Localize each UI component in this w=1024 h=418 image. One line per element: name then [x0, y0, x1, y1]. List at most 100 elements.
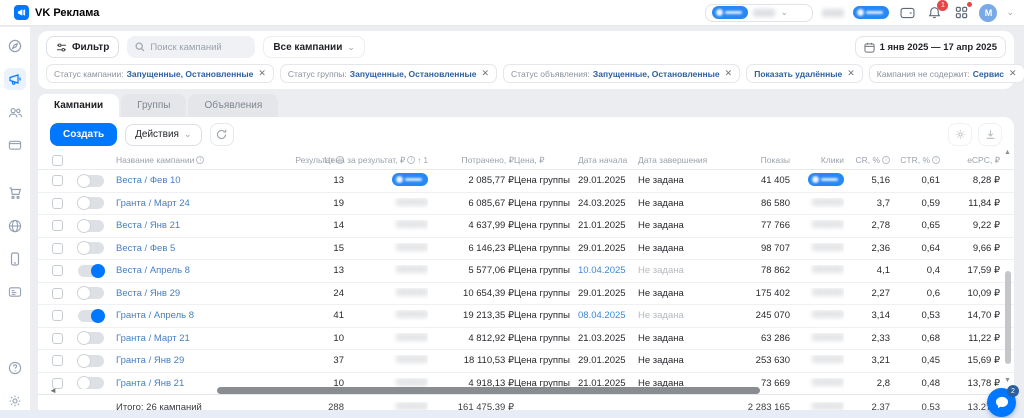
row-checkbox[interactable] — [52, 332, 63, 344]
horizontal-scroll-thumb[interactable] — [217, 387, 760, 394]
notifications-bell-icon[interactable]: 1 — [925, 0, 949, 22]
toggle-knob — [77, 331, 91, 346]
totals-clicks — [790, 402, 844, 413]
actions-dropdown-button[interactable]: Действия ⌄ — [125, 123, 202, 146]
filter-chip[interactable]: Статус кампании: Запущенные, Остановленны… — [46, 64, 274, 83]
table-row: Гранта / Март 21 10 4 812,92 ₽ Цена группы 2… — [38, 328, 1014, 350]
search-box[interactable] — [127, 36, 256, 58]
campaign-name-link[interactable]: Веста / Апрель 8 — [116, 265, 190, 277]
horizontal-scrollbar[interactable]: ◄ ► — [48, 385, 1004, 395]
column-header[interactable]: Цена, ₽ — [514, 155, 578, 166]
row-checkbox[interactable] — [52, 242, 63, 254]
column-header[interactable]: Потрачено, ₽ — [428, 155, 514, 166]
chip-remove-icon[interactable]: ✕ — [1009, 68, 1017, 78]
row-checkbox[interactable] — [52, 377, 63, 389]
support-chat-button[interactable]: 2 — [987, 385, 1019, 417]
campaign-name-link[interactable]: Веста / Янв 29 — [116, 287, 181, 299]
help-icon[interactable] — [4, 357, 26, 379]
table-row: Гранта / Март 24 19 6 085,67 ₽ Цена группы 2… — [38, 193, 1014, 215]
column-header[interactable]: CTR, % i — [890, 155, 940, 165]
campaign-name-link[interactable]: Гранта / Янв 21 — [116, 377, 185, 389]
column-header[interactable]: Цена за результат, ₽ i ↑ 1 — [324, 155, 428, 166]
campaign-toggle[interactable] — [77, 196, 104, 211]
date-range-picker[interactable]: 1 янв 2025 — 17 апр 2025 — [854, 36, 1006, 58]
column-header[interactable]: Дата начала — [578, 155, 638, 165]
chip-remove-icon[interactable]: ✕ — [481, 68, 490, 78]
column-header[interactable]: CR, % i — [844, 155, 890, 165]
price-type-cell: Цена группы — [514, 265, 570, 277]
cr-cell: 4,1 — [876, 265, 890, 277]
chip-remove-icon[interactable]: ✕ — [847, 68, 855, 78]
refresh-icon[interactable] — [209, 123, 234, 146]
wallet-icon[interactable] — [898, 4, 916, 22]
clicks-cell — [790, 377, 844, 389]
chip-remove-icon[interactable]: ✕ — [724, 68, 733, 78]
mobile-apps-phone-icon[interactable] — [4, 248, 26, 270]
scroll-up-arrow-icon[interactable]: ▲ — [1004, 149, 1011, 156]
overview-compass-icon[interactable] — [4, 35, 26, 57]
table-settings-gear-icon[interactable] — [948, 123, 972, 146]
campaign-name-link[interactable]: Гранта / Март 24 — [116, 197, 190, 209]
tab-ads[interactable]: Объявления — [188, 94, 279, 117]
row-checkbox[interactable] — [52, 265, 63, 277]
scroll-down-arrow-icon[interactable]: ▼ — [1004, 377, 1011, 384]
campaigns-filter-select[interactable]: Все кампании ⌄ — [263, 36, 365, 58]
account-select[interactable]: ⌄ — [705, 3, 814, 22]
budget-wallet-icon[interactable] — [4, 134, 26, 156]
row-checkbox[interactable] — [52, 310, 63, 322]
column-header[interactable]: eCPC, ₽ — [940, 155, 1000, 166]
column-header[interactable]: Результат i — [284, 155, 344, 165]
campaign-name-link[interactable]: Веста / Фев 5 — [116, 242, 176, 254]
vertical-scroll-thumb[interactable] — [1004, 270, 1011, 364]
chip-remove-icon[interactable]: ✕ — [258, 68, 266, 78]
hidden-plan-badge[interactable] — [853, 6, 890, 19]
profile-chevron-down-icon[interactable]: ⌄ — [1006, 7, 1014, 17]
row-checkbox[interactable] — [52, 287, 63, 299]
campaign-name-link[interactable]: Гранта / Янв 29 — [116, 355, 185, 367]
row-checkbox[interactable] — [52, 197, 63, 209]
filter-button[interactable]: Фильтр — [46, 36, 120, 58]
campaign-toggle[interactable] — [77, 331, 104, 346]
create-button[interactable]: Создать — [50, 123, 118, 146]
settings-gear-icon[interactable] — [4, 390, 26, 412]
campaign-toggle[interactable] — [78, 263, 105, 278]
filter-chip[interactable]: Кампания не содержит: Сервис ✕ — [868, 64, 1024, 83]
filter-chip[interactable]: Статус группы: Запущенные, Остановленные ✕ — [279, 64, 498, 83]
row-checkbox[interactable] — [52, 355, 63, 367]
column-header[interactable]: Показы — [712, 155, 790, 165]
filter-chip[interactable]: Показать удалённые ✕ — [746, 64, 863, 83]
vertical-scrollbar[interactable]: ▲ ▼ — [1003, 149, 1012, 384]
export-download-icon[interactable] — [978, 123, 1002, 146]
campaign-toggle[interactable] — [77, 173, 104, 188]
audience-users-icon[interactable] — [4, 101, 26, 123]
tab-campaigns[interactable]: Кампании — [38, 94, 120, 117]
redacted-value — [396, 265, 428, 274]
select-all-checkbox[interactable] — [52, 154, 63, 166]
ecommerce-cart-icon[interactable] — [4, 182, 26, 204]
campaign-name-link[interactable]: Гранта / Март 21 — [116, 332, 190, 344]
campaign-toggle[interactable] — [77, 353, 104, 368]
leadforms-card-icon[interactable] — [4, 281, 26, 303]
search-input[interactable] — [150, 41, 248, 53]
column-header[interactable]: Дата завершения — [638, 155, 712, 165]
campaign-toggle[interactable] — [78, 308, 105, 323]
filter-chip[interactable]: Статус объявления: Запущенные, Остановлен… — [503, 64, 741, 83]
scroll-left-arrow-icon[interactable]: ◄ — [49, 385, 57, 395]
row-checkbox[interactable] — [52, 175, 63, 187]
apps-grid-icon[interactable] — [952, 1, 973, 22]
column-header[interactable]: Название кампании i — [116, 155, 284, 165]
campaign-toggle[interactable] — [77, 376, 104, 389]
campaign-name-link[interactable]: Гранта / Апрель 8 — [116, 310, 195, 322]
campaign-name-link[interactable]: Веста / Янв 21 — [116, 220, 181, 232]
campaign-name-link[interactable]: Веста / Фев 10 — [116, 175, 181, 187]
campaign-toggle[interactable] — [77, 218, 104, 233]
brand[interactable]: VK Реклама — [14, 5, 99, 20]
column-header[interactable]: Клики — [790, 155, 844, 165]
campaign-toggle[interactable] — [77, 286, 104, 301]
campaigns-megaphone-icon[interactable] — [4, 68, 26, 90]
avatar[interactable]: M — [979, 3, 998, 22]
sites-globe-icon[interactable] — [4, 215, 26, 237]
campaign-toggle[interactable] — [77, 241, 104, 256]
row-checkbox[interactable] — [52, 220, 63, 232]
tab-groups[interactable]: Группы — [121, 94, 187, 117]
